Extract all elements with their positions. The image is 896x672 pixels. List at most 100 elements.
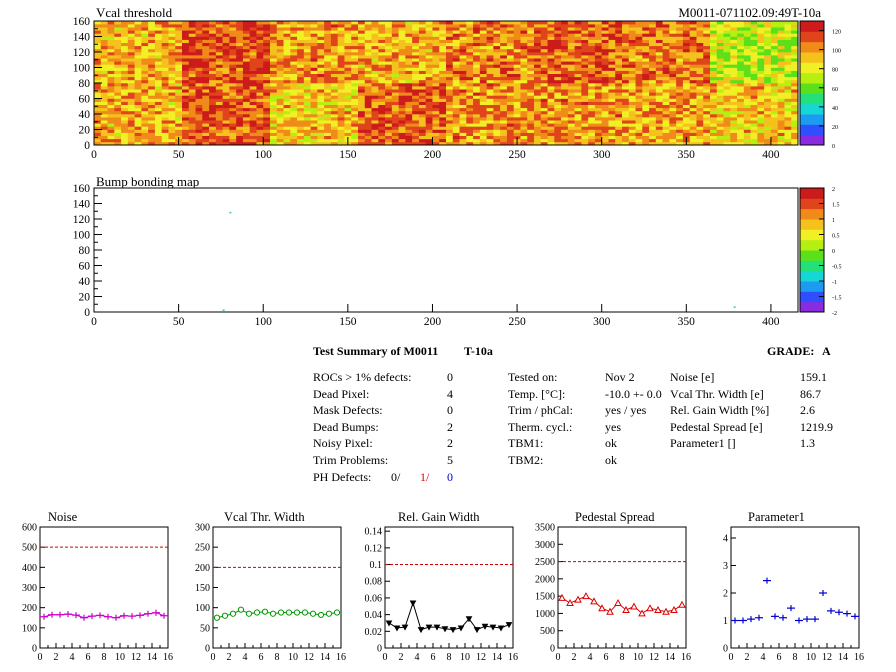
heatmap-cell xyxy=(398,39,406,43)
heatmap-cell xyxy=(642,138,650,143)
heatmap-cell xyxy=(94,21,102,25)
heatmap-cell xyxy=(391,39,399,43)
heatmap-cell xyxy=(100,73,108,78)
heatmap-cell xyxy=(554,70,562,74)
heatmap-cell xyxy=(452,86,460,90)
heatmap-cell xyxy=(520,61,528,65)
heatmap-cell xyxy=(567,33,575,37)
heatmap-cell xyxy=(154,33,162,37)
heatmap-cell xyxy=(486,64,494,68)
heatmap-cell xyxy=(635,36,643,40)
heatmap-cell xyxy=(764,48,772,53)
heatmap-cell xyxy=(561,101,569,105)
heatmap-cell xyxy=(669,79,677,84)
heatmap-cell xyxy=(716,24,724,28)
heatmap-cell xyxy=(737,95,745,99)
heatmap-cell xyxy=(635,132,643,136)
heatmap-cell xyxy=(249,95,257,99)
heatmap-cell xyxy=(154,132,162,136)
heatmap-cell xyxy=(689,129,697,133)
heatmap-cell xyxy=(649,48,657,53)
heatmap-cell xyxy=(608,79,616,84)
heatmap-cell xyxy=(622,98,630,102)
heatmap-cell xyxy=(229,24,237,28)
heatmap-cell xyxy=(202,52,210,56)
heatmap-cell xyxy=(202,33,210,37)
heatmap-cell xyxy=(154,42,162,47)
heatmap-cell xyxy=(303,135,311,140)
heatmap-cell xyxy=(446,132,454,136)
heatmap-cell xyxy=(398,86,406,90)
heatmap-cell xyxy=(127,110,135,115)
bump-colorbar-label: 0.5 xyxy=(832,234,840,240)
heatmap-cell xyxy=(764,89,772,93)
heatmap-cell xyxy=(446,83,454,87)
heatmap-cell xyxy=(229,52,237,56)
heatmap-cell xyxy=(588,89,596,93)
data-point-marker xyxy=(558,593,566,601)
heatmap-cell xyxy=(703,114,711,118)
heatmap-cell xyxy=(263,39,271,43)
heatmap-cell xyxy=(222,33,230,37)
heatmap-cell xyxy=(439,55,447,59)
heatmap-cell xyxy=(520,58,528,62)
heatmap-cell xyxy=(554,79,562,84)
heatmap-cell xyxy=(229,126,237,130)
heatmap-cell xyxy=(364,58,372,62)
heatmap-cell xyxy=(655,21,663,25)
heatmap-cell xyxy=(398,110,406,115)
heatmap-cell xyxy=(337,24,345,28)
heatmap-cell xyxy=(513,98,521,102)
bump-x-tick-label: 350 xyxy=(678,316,696,328)
heatmap-cell xyxy=(791,21,799,25)
heatmap-cell xyxy=(303,45,311,50)
heatmap-cell xyxy=(486,55,494,59)
heatmap-cell xyxy=(405,120,413,124)
vcal-colorbar-band xyxy=(800,52,824,63)
heatmap-cell xyxy=(710,27,718,31)
heatmap-cell xyxy=(236,86,244,90)
heatmap-cell xyxy=(730,98,738,102)
heatmap-cell xyxy=(540,27,548,31)
heatmap-cell xyxy=(330,98,338,102)
heatmap-cell xyxy=(256,21,264,25)
heatmap-cell xyxy=(378,70,386,74)
bump-y-tick-label: 20 xyxy=(79,292,91,304)
heatmap-cell xyxy=(588,104,596,109)
heatmap-cell xyxy=(378,92,386,96)
heatmap-cell xyxy=(405,39,413,43)
heatmap-cell xyxy=(182,76,190,81)
heatmap-cell xyxy=(283,79,291,84)
heatmap-cell xyxy=(655,76,663,81)
heatmap-cell xyxy=(121,101,129,105)
heatmap-cell xyxy=(696,135,704,140)
heatmap-cell xyxy=(202,126,210,130)
heatmap-cell xyxy=(195,141,203,146)
heatmap-cell xyxy=(642,79,650,84)
heatmap-cell xyxy=(209,117,217,121)
heatmap-cell xyxy=(655,67,663,71)
heatmap-cell xyxy=(757,21,765,25)
heatmap-cell xyxy=(371,79,379,84)
heatmap-cell xyxy=(337,73,345,78)
heatmap-cell xyxy=(317,135,325,140)
heatmap-cell xyxy=(723,135,731,140)
heatmap-cell xyxy=(513,107,521,112)
heatmap-cell xyxy=(770,120,778,124)
heatmap-cell xyxy=(791,107,799,112)
heatmap-cell xyxy=(425,95,433,99)
heatmap-cell xyxy=(215,138,223,143)
heatmap-cell xyxy=(479,76,487,81)
heatmap-cell xyxy=(297,95,305,99)
heatmap-cell xyxy=(608,120,616,124)
heatmap-cell xyxy=(391,79,399,84)
heatmap-cell xyxy=(676,120,684,124)
heatmap-cell xyxy=(527,48,535,53)
heatmap-cell xyxy=(527,67,535,71)
data-point-marker xyxy=(654,605,662,613)
heatmap-cell xyxy=(418,27,426,31)
heatmap-cell xyxy=(723,42,731,47)
heatmap-cell xyxy=(121,114,129,118)
heatmap-cell xyxy=(168,21,176,25)
heatmap-cell xyxy=(127,42,135,47)
